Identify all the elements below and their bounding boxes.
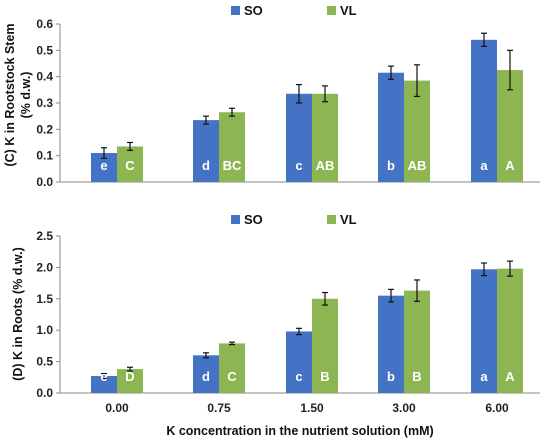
panel-c-bar-vl — [219, 112, 245, 182]
x-axis-label: K concentration in the nutrient solution… — [166, 424, 433, 438]
panel-c-significance-label: c — [295, 158, 302, 173]
panel-d-significance-label: D — [125, 369, 134, 384]
panel-c-significance-label: AB — [316, 158, 335, 173]
panel-c-significance-label: A — [505, 158, 515, 173]
panel-c-ytick-label: 0.3 — [36, 96, 53, 110]
panel-c-ylabel-line1: (C) K in Rootstock Stem — [3, 23, 17, 166]
panel-c-ytick-label: 0.0 — [36, 175, 53, 189]
panel-d-significance-label: c — [295, 369, 302, 384]
panel-c-legend-swatch-so — [231, 6, 240, 15]
panel-c-bar-so — [471, 39, 497, 182]
panel-c-significance-label: e — [100, 158, 107, 173]
panel-d-xtick-label: 6.00 — [485, 401, 509, 415]
panel-d-bar-so — [91, 376, 117, 393]
panel-d-significance-label: B — [412, 369, 421, 384]
panel-c: (C) K in Rootstock Stem (% d.w.) 0.0 0.1 0… — [3, 3, 540, 189]
panel-c-ytick-label: 0.4 — [36, 70, 53, 84]
panel-c-ytick-label: 0.1 — [36, 149, 53, 163]
panel-d-significance-label: d — [202, 369, 210, 384]
panel-d-xtick-label: 1.50 — [300, 401, 324, 415]
panel-c-ylabel-line2: (% d.w.) — [19, 72, 33, 119]
panel-c-bar-so — [193, 120, 219, 182]
panel-d-bar-so — [286, 331, 312, 393]
panel-d-bar-vl — [219, 343, 245, 393]
panel-c-significance-label: d — [202, 158, 210, 173]
panel-d-legend-swatch-so — [231, 215, 240, 224]
panel-d-significance-label: b — [387, 369, 395, 384]
panel-d-significance-label: A — [505, 369, 515, 384]
panel-c-bar-vl — [117, 146, 143, 182]
panel-c-legend-label-vl: VL — [340, 3, 357, 18]
panel-c-legend-swatch-vl — [327, 6, 336, 15]
panel-d: (D) K in Roots (% d.w.) 0.0 0.5 1.0 1.5 2.0 2… — [11, 212, 540, 415]
panel-d-legend-swatch-vl — [327, 215, 336, 224]
panel-c-bar-so — [378, 72, 404, 182]
panel-c-bar-vl — [404, 80, 430, 182]
panel-d-ytick-label: 0.0 — [36, 386, 53, 400]
panel-d-xtick-label: 0.75 — [207, 401, 231, 415]
panel-c-ytick-label: 0.6 — [36, 17, 53, 31]
panel-c-bar-so — [286, 93, 312, 182]
panel-c-significance-label: BC — [223, 158, 242, 173]
panel-d-ytick-label: 2.5 — [36, 229, 53, 243]
panel-d-bar-vl — [497, 268, 523, 393]
panel-d-bar-so — [378, 295, 404, 393]
panel-c-significance-label: a — [480, 158, 488, 173]
panel-c-ytick-label: 0.5 — [36, 43, 53, 57]
panel-d-bar-so — [471, 269, 497, 393]
panel-d-ylabel: (D) K in Roots (% d.w.) — [11, 247, 25, 381]
panel-d-ytick-label: 1.5 — [36, 292, 53, 306]
panel-d-significance-label: C — [227, 369, 237, 384]
panel-c-legend-label-so: SO — [244, 3, 263, 18]
panel-c-ytick-label: 0.2 — [36, 122, 53, 136]
panel-c-significance-label: AB — [408, 158, 427, 173]
panel-d-significance-label: e — [100, 369, 107, 384]
panel-c-significance-label: C — [125, 158, 135, 173]
panel-d-ytick-label: 2.0 — [36, 260, 53, 274]
panel-d-significance-label: B — [320, 369, 329, 384]
panel-d-bar-vl — [404, 290, 430, 393]
panel-d-bar-so — [193, 355, 219, 393]
panel-c-bar-vl — [312, 93, 338, 182]
panel-d-xtick-label: 3.00 — [392, 401, 416, 415]
panel-d-legend-label-so: SO — [244, 212, 263, 227]
panel-d-bar-vl — [117, 369, 143, 393]
panel-d-ytick-label: 0.5 — [36, 355, 53, 369]
panel-d-xtick-label: 0.00 — [105, 401, 129, 415]
panel-d-ytick-label: 1.0 — [36, 323, 53, 337]
panel-d-bar-vl — [312, 298, 338, 393]
panel-c-significance-label: b — [387, 158, 395, 173]
panel-d-legend-label-vl: VL — [340, 212, 357, 227]
panel-d-significance-label: a — [480, 369, 488, 384]
